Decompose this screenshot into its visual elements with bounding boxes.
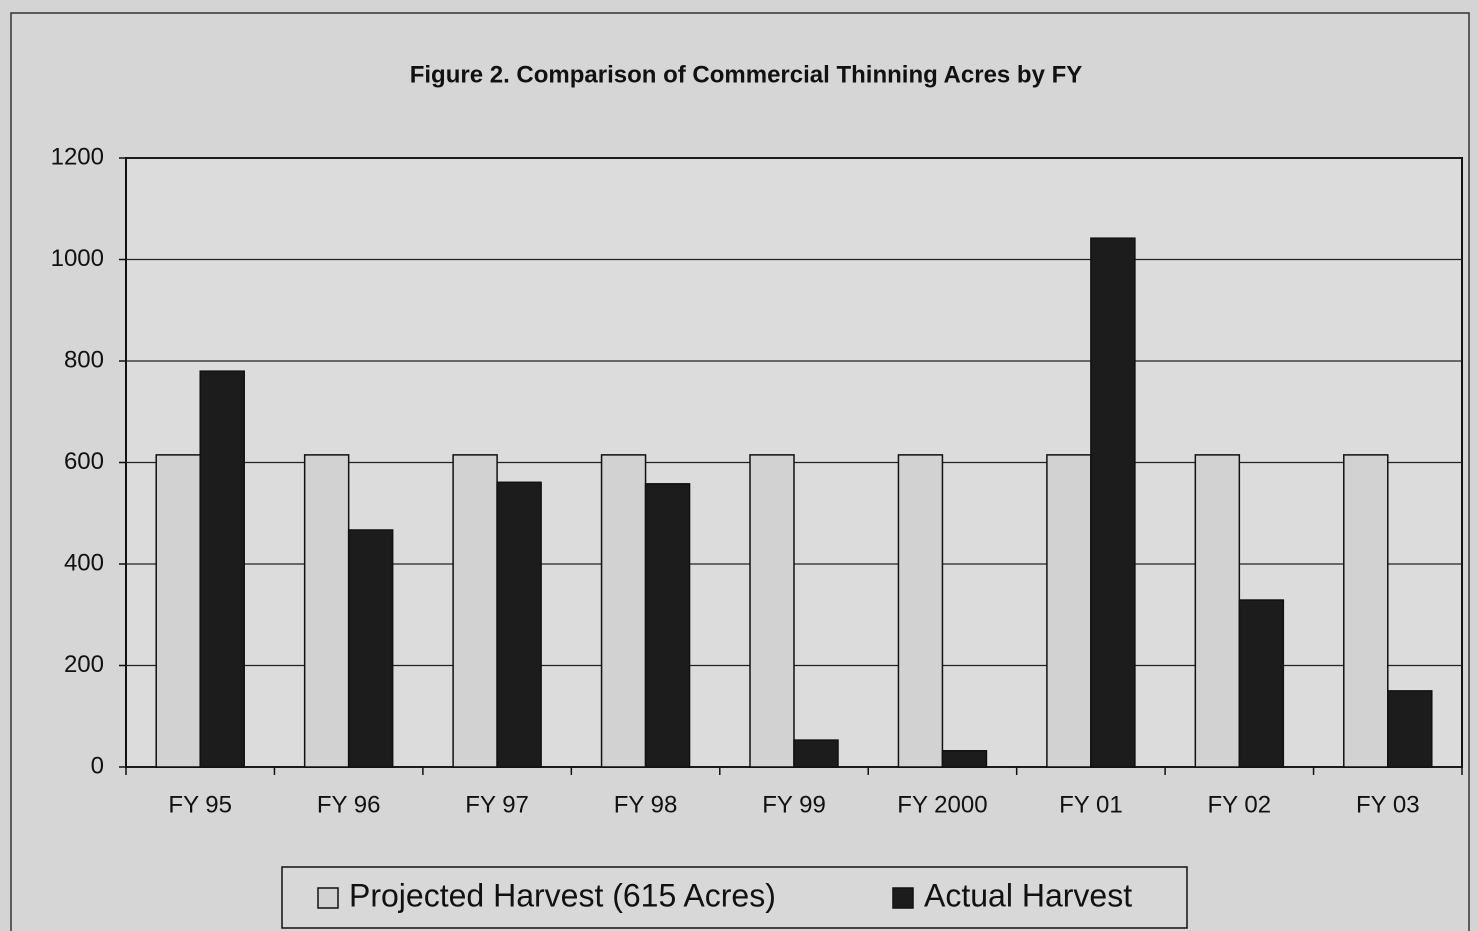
bar [1343, 454, 1389, 768]
legend-label: Actual Harvest [924, 877, 1132, 913]
x-tick-label: FY 02 [1208, 791, 1272, 818]
y-tick-label: 1000 [51, 245, 104, 272]
x-tick-label: FY 96 [317, 791, 381, 818]
legend-box [281, 866, 1188, 929]
y-tick-label: 0 [91, 752, 104, 779]
y-tick-label: 600 [64, 448, 104, 475]
bar [303, 454, 350, 768]
legend-label: Projected Harvest (615 Acres) [349, 877, 776, 913]
bar [1194, 454, 1241, 768]
y-tick-label: 800 [64, 346, 104, 373]
bar [897, 454, 944, 768]
y-tick-label: 200 [64, 651, 104, 678]
x-tick-label: FY 98 [614, 791, 678, 818]
bar [155, 454, 201, 768]
bar [1387, 690, 1433, 768]
x-tick-label: FY 97 [465, 791, 529, 818]
legend-swatch [317, 887, 339, 909]
bar [1046, 454, 1092, 768]
bar [644, 483, 691, 768]
bar [496, 481, 542, 768]
bar [941, 750, 988, 768]
bar [600, 454, 647, 768]
y-tick-label: 1200 [51, 143, 104, 170]
x-tick-label: FY 2000 [897, 791, 987, 818]
bar [1090, 237, 1136, 768]
x-tick-label: FY 03 [1356, 791, 1420, 818]
bar [1238, 599, 1285, 768]
bar [793, 739, 839, 768]
bar [347, 529, 394, 768]
bar [749, 454, 795, 768]
chart-title: Figure 2. Comparison of Commercial Thinn… [410, 61, 1083, 88]
y-tick-label: 400 [64, 549, 104, 576]
x-tick-label: FY 95 [168, 791, 232, 818]
legend-swatch [892, 887, 914, 909]
x-tick-label: FY 99 [762, 791, 826, 818]
bar [452, 454, 498, 768]
bar [199, 370, 245, 768]
x-tick-label: FY 01 [1059, 791, 1123, 818]
